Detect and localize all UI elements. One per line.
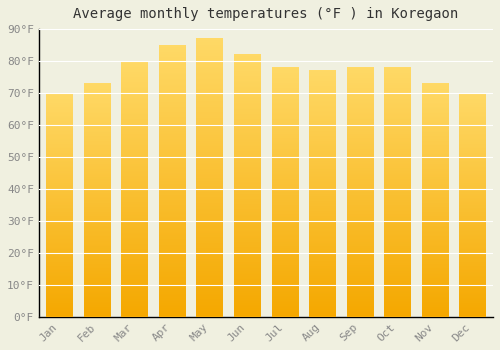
Title: Average monthly temperatures (°F ) in Koregaon: Average monthly temperatures (°F ) in Ko…	[74, 7, 458, 21]
